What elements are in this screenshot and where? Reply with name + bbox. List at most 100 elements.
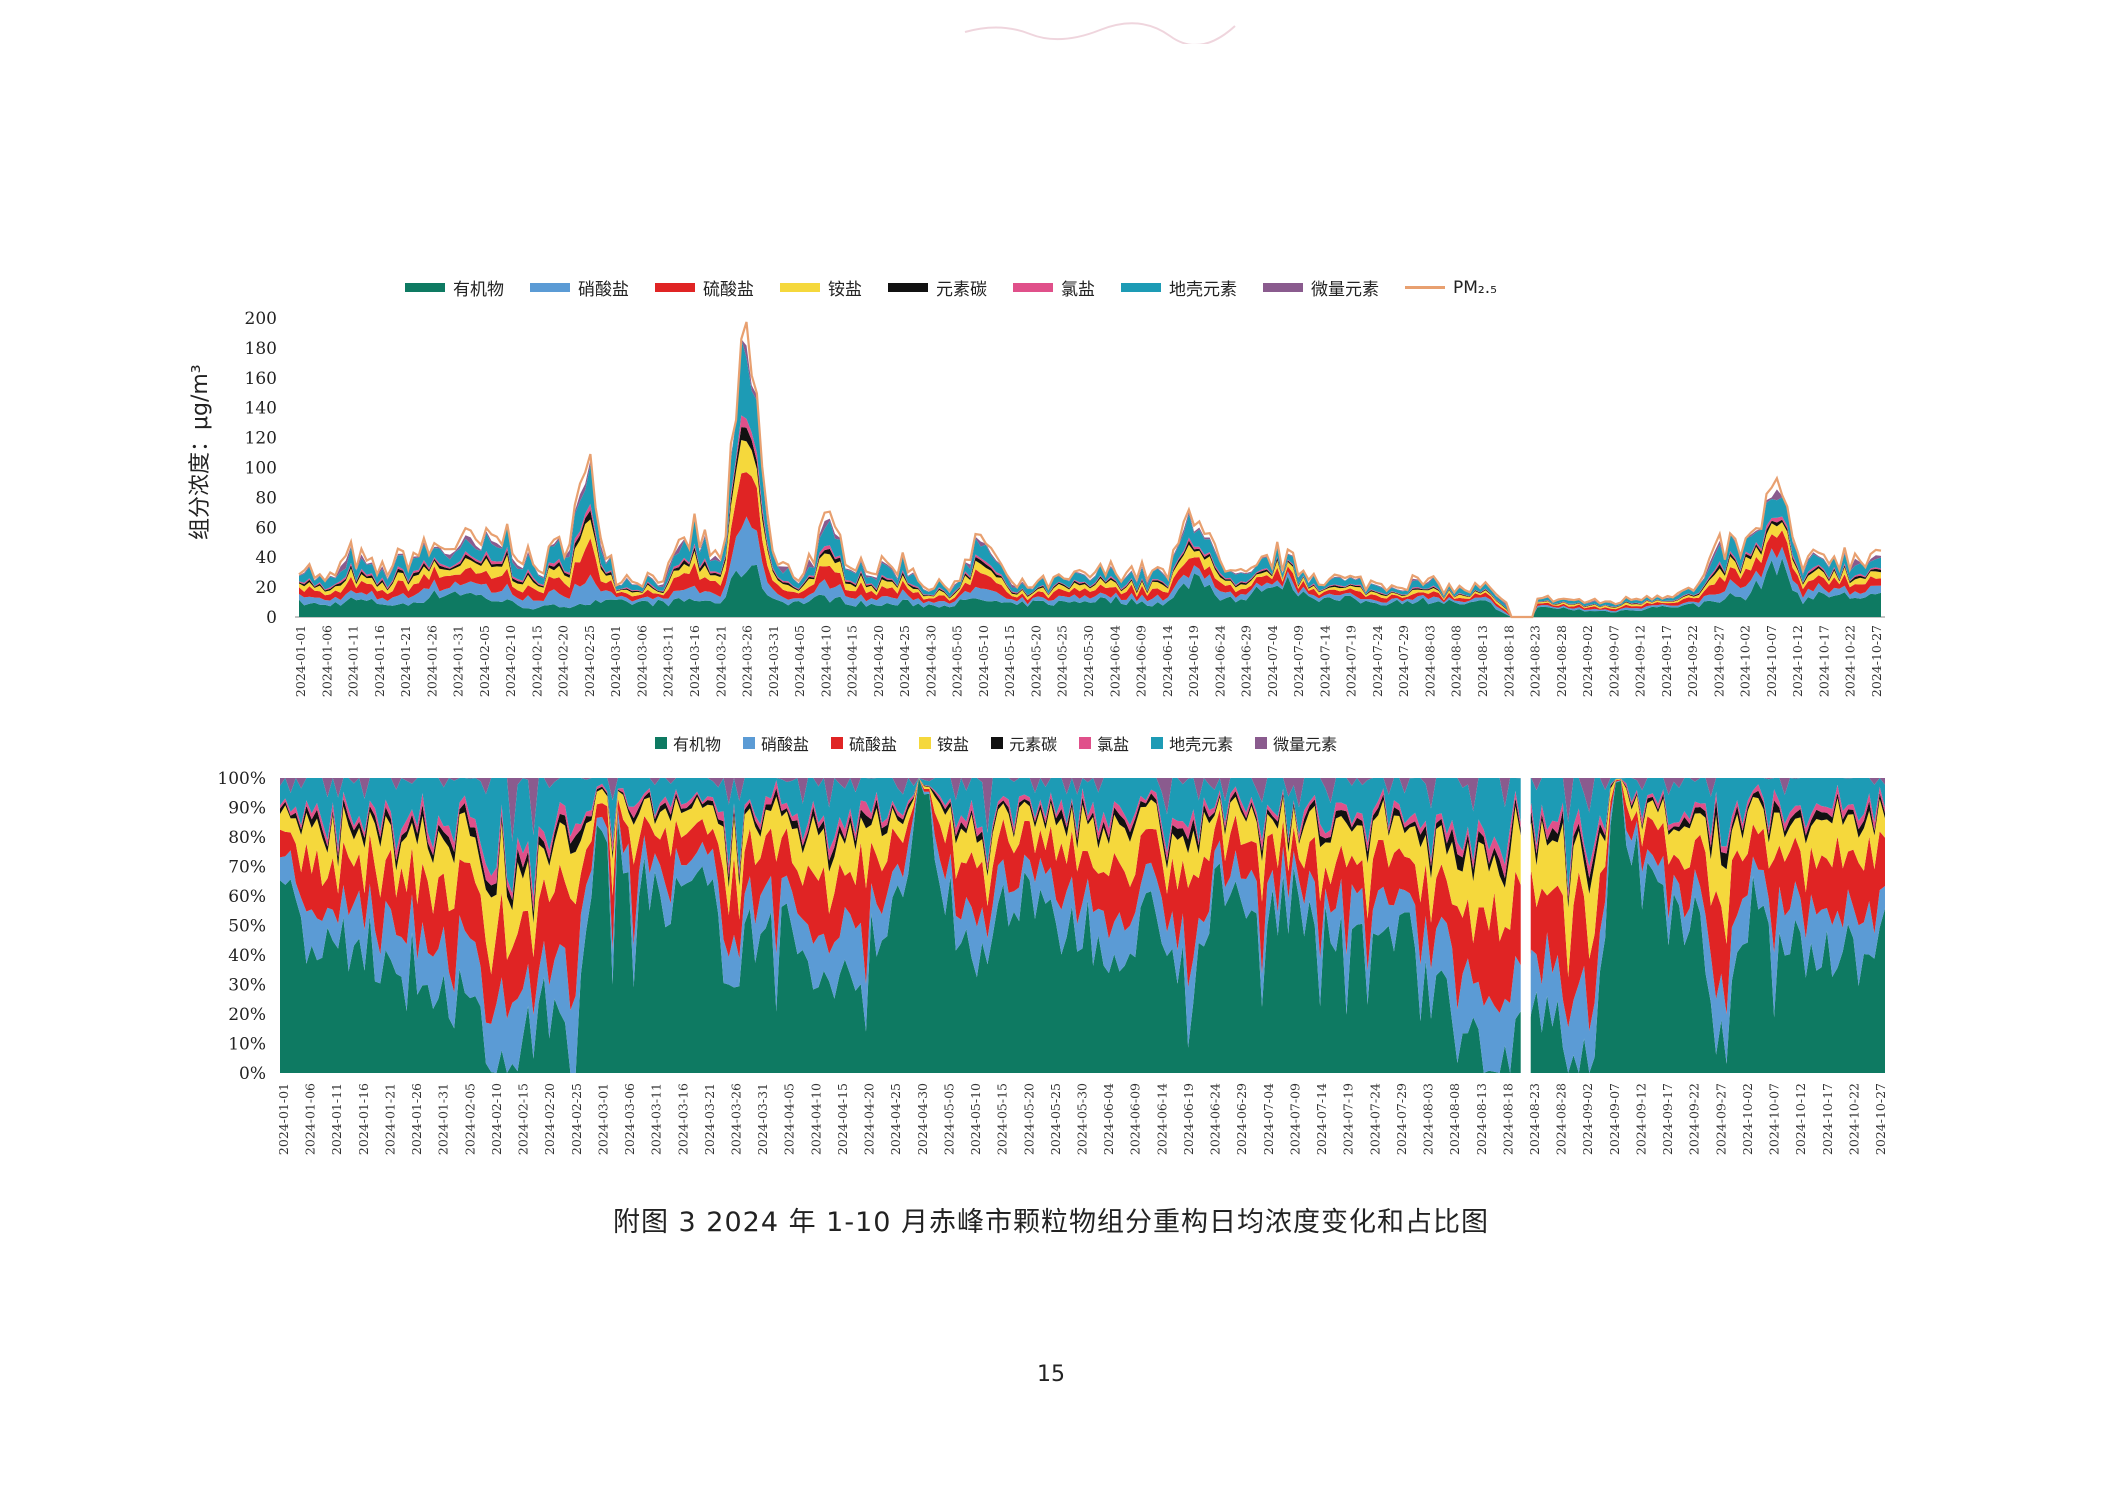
- legend-swatch: [1013, 283, 1053, 292]
- x-tick-label: 2024-08-23: [1527, 1083, 1542, 1155]
- y-tick-label: 180: [245, 339, 277, 359]
- x-tick-label: 2024-02-05: [477, 625, 492, 697]
- legend-item: 硫酸盐: [655, 275, 754, 300]
- legend-label: 地壳元素: [1169, 735, 1234, 754]
- x-tick-label: 2024-03-16: [687, 625, 702, 697]
- area-series-layer: [299, 516, 1881, 617]
- x-tick-label: 2024-04-10: [818, 625, 833, 697]
- legend-label: 铵盐: [937, 735, 970, 754]
- x-tick-label: 2024-04-30: [915, 1083, 930, 1155]
- legend-item: 硝酸盐: [743, 731, 809, 755]
- y-tick-label: 140: [245, 399, 277, 419]
- x-tick-label: 2024-08-18: [1500, 1083, 1515, 1155]
- legend-item: 地壳元素: [1151, 731, 1233, 755]
- legend-label: 铵盐: [828, 280, 862, 300]
- y-tick-label: 0%: [239, 1064, 266, 1084]
- legend-label: PM₂.₅: [1453, 277, 1497, 298]
- area-series-layer: [299, 558, 1881, 617]
- x-tick-label: 2024-07-09: [1287, 1083, 1302, 1155]
- legend-label: 地壳元素: [1169, 280, 1237, 300]
- x-tick-label: 2024-05-25: [1048, 1083, 1063, 1155]
- x-tick-label: 2024-02-20: [542, 1083, 557, 1155]
- x-tick-label: 2024-04-30: [923, 625, 938, 697]
- x-tick-label: 2024-08-28: [1554, 1083, 1569, 1155]
- x-tick-label: 2024-05-25: [1055, 625, 1070, 697]
- x-tick-label: 2024-03-06: [634, 625, 649, 697]
- x-tick-label: 2024-09-17: [1660, 1083, 1675, 1155]
- x-tick-label: 2024-04-15: [845, 625, 860, 697]
- legend-swatch: [1405, 286, 1445, 289]
- x-tick-label: 2024-03-16: [675, 1083, 690, 1155]
- x-tick-label: 2024-03-26: [740, 625, 755, 697]
- legend-item: 硝酸盐: [530, 275, 629, 300]
- x-tick-label: 2024-04-05: [792, 625, 807, 697]
- x-tick-label: 2024-06-29: [1239, 625, 1254, 697]
- x-tick-label: 2024-04-25: [897, 625, 912, 697]
- x-tick-label: 2024-01-31: [451, 625, 466, 697]
- x-tick-label: 2024-03-21: [713, 625, 728, 697]
- x-tick-label: 2024-02-05: [462, 1083, 477, 1155]
- y-tick-label: 60%: [228, 887, 266, 907]
- x-tick-label: 2024-07-29: [1394, 1083, 1409, 1155]
- area-series-layer: [299, 472, 1881, 617]
- y-tick-label: 20: [255, 578, 277, 598]
- x-tick-label: 2024-09-27: [1711, 625, 1726, 697]
- x-tick-label: 2024-09-12: [1633, 1083, 1648, 1155]
- y-tick-label: 80%: [228, 828, 266, 848]
- x-tick-label: 2024-02-25: [582, 625, 597, 697]
- x-tick-label: 2024-03-31: [766, 625, 781, 697]
- x-tick-label: 2024-08-03: [1422, 625, 1437, 697]
- x-tick-label: 2024-05-10: [968, 1083, 983, 1155]
- x-tick-label: 2024-01-16: [356, 1083, 371, 1155]
- x-tick-label: 2024-07-29: [1396, 625, 1411, 697]
- x-tick-label: 2024-05-10: [976, 625, 991, 697]
- x-tick-label: 2024-01-11: [329, 1083, 344, 1155]
- y-tick-label: 90%: [228, 799, 266, 819]
- legend-label: 硫酸盐: [703, 280, 754, 300]
- x-tick-label: 2024-05-30: [1081, 625, 1096, 697]
- x-tick-label: 2024-06-09: [1134, 625, 1149, 697]
- x-tick-label: 2024-05-20: [1021, 1083, 1036, 1155]
- percentage-stacked-area-chart: 0% 10% 20% 30% 40% 50% 60% 70% 80% 90% 100% 2024-01…: [217, 769, 1888, 1155]
- x-tick-label: 2024-04-15: [835, 1083, 850, 1155]
- legend-swatch: [530, 283, 570, 292]
- x-tick-label: 2024-07-24: [1367, 1083, 1382, 1155]
- legend-swatch: [655, 283, 695, 292]
- x-tick-label: 2024-10-17: [1820, 1083, 1835, 1155]
- page-number: 15: [1037, 1362, 1065, 1387]
- x-tick-label: 2024-05-20: [1028, 625, 1043, 697]
- figure-caption: 附图 3 2024 年 1-10 月赤峰市颗粒物组分重构日均浓度变化和占比图: [612, 1207, 1490, 1238]
- legend-swatch: [1079, 737, 1092, 749]
- legend-label: 氯盐: [1061, 280, 1095, 300]
- x-tick-label: 2024-05-15: [1002, 625, 1017, 697]
- x-tick-label: 2024-01-06: [319, 625, 334, 697]
- y-tick-label: 20%: [228, 1005, 266, 1025]
- x-tick-label: 2024-08-13: [1474, 1083, 1489, 1155]
- legend-swatch: [919, 737, 932, 749]
- legend-label: 硝酸盐: [761, 735, 810, 754]
- y-tick-label: 40: [255, 548, 277, 568]
- x-tick-label: 2024-10-17: [1816, 625, 1831, 697]
- legend-swatch: [991, 737, 1004, 749]
- legend-swatch: [1263, 283, 1303, 292]
- x-tick-label: 2024-03-01: [608, 625, 623, 697]
- percent-area-layer: [280, 778, 1885, 1073]
- missing-data-gap: [1520, 776, 1531, 1075]
- x-tick-label: 2024-03-11: [649, 1083, 664, 1155]
- x-tick-label: 2024-08-08: [1449, 625, 1464, 697]
- legend-label: 氯盐: [1097, 735, 1130, 754]
- x-tick-label: 2024-05-30: [1075, 1083, 1090, 1155]
- bottom-chart-legend: 有机物 硝酸盐 硫酸盐 铵盐 元素碳 氯盐 地壳元素 微量元素: [655, 731, 1359, 755]
- legend-item: 微量元素: [1263, 275, 1379, 300]
- x-tick-label: 2024-06-24: [1212, 625, 1227, 697]
- x-tick-label: 2024-01-06: [303, 1083, 318, 1155]
- x-tick-label: 2024-01-01: [293, 625, 308, 697]
- y-tick-label: 100%: [217, 769, 266, 789]
- x-tick-label: 2024-09-27: [1713, 1083, 1728, 1155]
- x-tick-label: 2024-09-02: [1580, 1083, 1595, 1155]
- legend-label: 硝酸盐: [578, 280, 629, 300]
- x-tick-label: 2024-07-14: [1314, 1083, 1329, 1155]
- x-tick-label: 2024-09-02: [1580, 625, 1595, 697]
- x-tick-label: 2024-03-06: [622, 1083, 637, 1155]
- x-tick-label: 2024-10-07: [1764, 625, 1779, 697]
